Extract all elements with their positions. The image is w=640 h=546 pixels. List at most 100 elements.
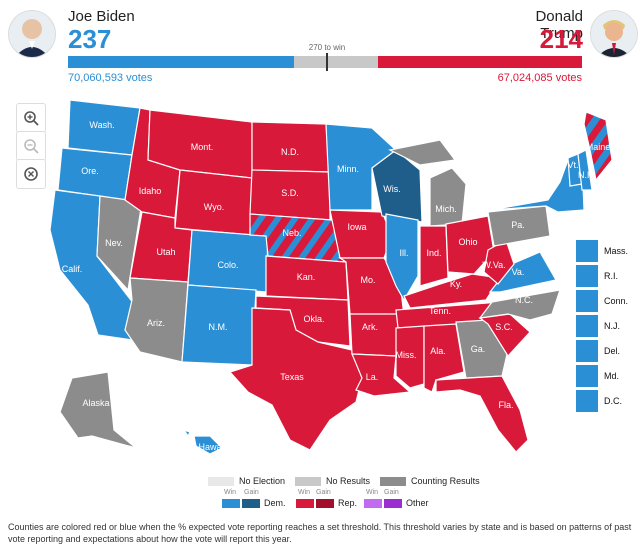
label-az: Ariz. xyxy=(147,318,165,328)
label-wv: W.Va. xyxy=(482,260,505,270)
dem-gain-swatch xyxy=(242,499,260,508)
reset-button[interactable] xyxy=(16,159,46,189)
label-mo: Mo. xyxy=(360,275,375,285)
label-ms: Miss. xyxy=(396,350,417,360)
biden-electoral-votes: 237 xyxy=(68,24,112,54)
state-fl[interactable] xyxy=(435,375,529,453)
electoral-vote-bar xyxy=(68,53,582,71)
no-results-swatch xyxy=(295,476,322,486)
state-nc[interactable] xyxy=(478,289,561,321)
other-gain-swatch xyxy=(384,499,402,508)
label-la: La. xyxy=(366,372,379,382)
label-in: Ind. xyxy=(426,248,441,258)
state-me[interactable] xyxy=(583,111,613,182)
dem-win-swatch xyxy=(222,499,240,508)
rep-gain-swatch xyxy=(316,499,334,508)
state-tx[interactable] xyxy=(228,307,363,451)
label-wa: Wash. xyxy=(89,120,114,130)
label-mi: Mich. xyxy=(435,204,457,214)
label-sc: S.C. xyxy=(495,322,513,332)
label-ca: Calif. xyxy=(62,264,83,274)
zoom-in-button[interactable] xyxy=(16,103,46,133)
label-nh: N.H. xyxy=(578,170,596,180)
label-va: Va. xyxy=(512,267,525,277)
state-in[interactable] xyxy=(419,225,449,287)
state-mi[interactable] xyxy=(388,139,467,227)
trump-bar xyxy=(378,56,582,68)
no-election-label: No Election xyxy=(239,476,286,486)
label-nv: Nev. xyxy=(105,238,123,248)
label-id: Idaho xyxy=(139,186,162,196)
label-nc: N.C. xyxy=(515,295,533,305)
label-me: Maine xyxy=(586,142,611,152)
zoom-out-button[interactable] xyxy=(16,131,46,161)
biden-avatar xyxy=(8,10,56,58)
label-ky: Ky. xyxy=(450,279,462,289)
target-label: 270 to win xyxy=(308,43,346,52)
state-ia[interactable] xyxy=(329,209,393,259)
label-co: Colo. xyxy=(217,260,238,270)
state-pa[interactable] xyxy=(487,205,551,247)
state-il[interactable] xyxy=(385,213,419,302)
small-state-dc[interactable]: D.C. xyxy=(576,390,622,412)
trump-popular-votes: 67,024,085 votes xyxy=(497,72,582,84)
small-state-ri[interactable]: R.I. xyxy=(576,265,618,287)
small-state-ct[interactable]: Conn. xyxy=(576,290,628,312)
no-election-swatch xyxy=(208,476,234,486)
label-fl: Fla. xyxy=(498,400,513,410)
state-oh[interactable] xyxy=(445,215,495,275)
biden-name: Joe Biden xyxy=(68,8,135,25)
label-or: Ore. xyxy=(81,166,99,176)
label-pa: Pa. xyxy=(511,220,525,230)
party-legend: Win Gain Dem. Win Gain Rep. Win Gain Oth… xyxy=(222,489,429,508)
biden-bar xyxy=(68,56,294,68)
label-ak: Alaska xyxy=(82,398,109,408)
label-ut: Utah xyxy=(156,247,175,257)
label-wi: Wis. xyxy=(383,184,401,194)
no-results-label: No Results xyxy=(326,476,371,486)
counting-swatch xyxy=(380,476,407,486)
label-tx: Texas xyxy=(280,372,304,382)
biden-popular-votes: 70,060,593 votes xyxy=(68,72,153,84)
state-labels: Wash. Ore. Calif. Nev. Idaho Mont. Wyo. … xyxy=(62,120,611,452)
dem-label: Dem. xyxy=(264,498,286,508)
trump-name: Donald Trump xyxy=(535,8,583,42)
state-ms[interactable] xyxy=(395,325,425,389)
label-sd: S.D. xyxy=(281,188,299,198)
label-mt: Mont. xyxy=(191,142,214,152)
status-legend: No Election No Results Counting Results xyxy=(208,476,480,486)
label-ga: Ga. xyxy=(471,344,486,354)
label-ny: N.Y. xyxy=(532,185,548,195)
us-election-map: Wash. Ore. Calif. Nev. Idaho Mont. Wyo. … xyxy=(49,99,613,455)
state-hi[interactable] xyxy=(182,428,224,455)
label-ne: Neb. xyxy=(282,228,301,238)
small-state-ma[interactable]: Mass. xyxy=(576,240,628,262)
zoom-out-icon xyxy=(24,139,39,154)
other-label: Other xyxy=(406,498,429,508)
state-nh[interactable] xyxy=(577,149,593,191)
label-ok: Okla. xyxy=(303,314,324,324)
label-ks: Kan. xyxy=(297,272,316,282)
label-al: Ala. xyxy=(430,346,446,356)
small-state-nj[interactable]: N.J. xyxy=(576,315,620,337)
rep-label: Rep. xyxy=(338,498,358,508)
small-state-md[interactable]: Md. xyxy=(576,365,619,387)
label-oh: Ohio xyxy=(458,237,477,247)
reset-icon xyxy=(24,167,38,181)
state-ar[interactable] xyxy=(349,313,403,357)
state-ak[interactable] xyxy=(59,371,137,449)
state-wi[interactable] xyxy=(371,149,423,223)
small-state-de[interactable]: Del. xyxy=(576,340,620,362)
label-ia: Iowa xyxy=(347,222,366,232)
label-nd: N.D. xyxy=(281,147,299,157)
label-vt: Vt. xyxy=(567,160,578,170)
trump-electoral-votes: 214 xyxy=(539,24,583,54)
target-marker xyxy=(326,53,328,71)
zoom-in-icon xyxy=(24,111,39,126)
label-ar: Ark. xyxy=(362,322,378,332)
label-nm: N.M. xyxy=(209,322,228,332)
label-hi: Hawaii xyxy=(198,442,225,452)
counting-label: Counting Results xyxy=(411,476,480,486)
label-il: Ill. xyxy=(400,248,409,258)
footnote: Counties are colored red or blue when th… xyxy=(8,522,632,544)
